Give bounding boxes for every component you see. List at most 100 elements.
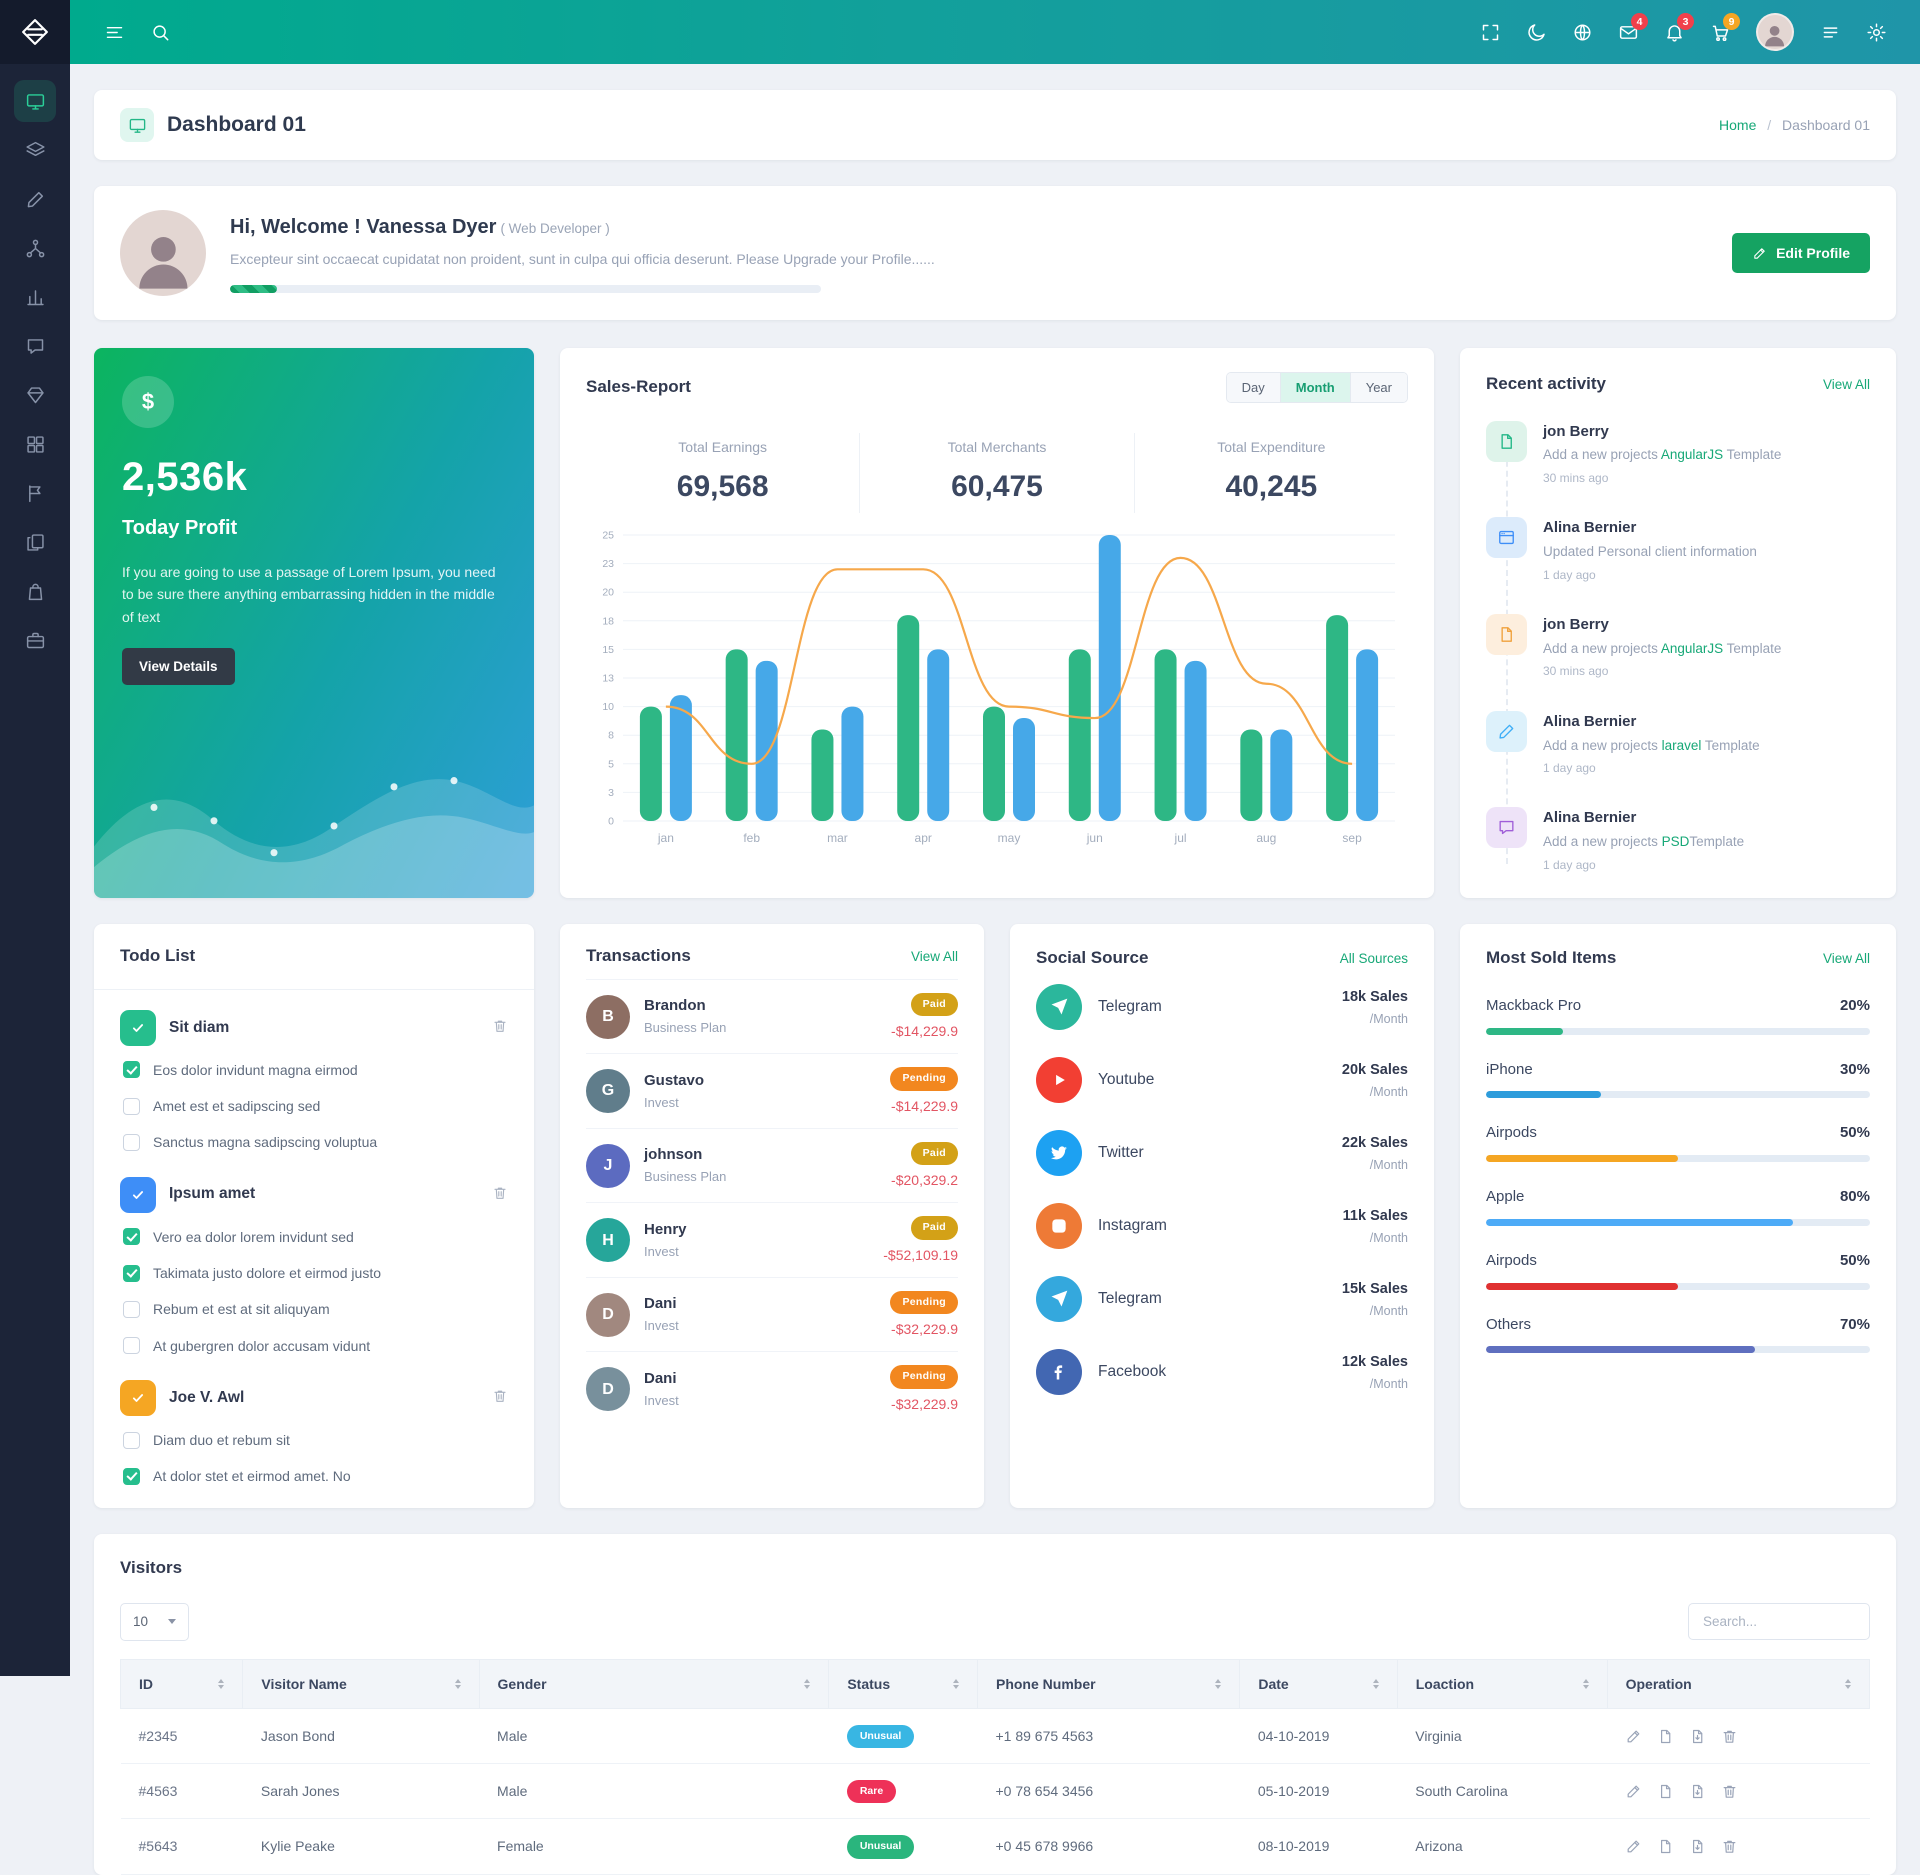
page-size-select[interactable]: 10 [120, 1603, 189, 1641]
sidebar-item[interactable] [14, 472, 56, 514]
table-column-header[interactable]: Loaction [1397, 1659, 1607, 1708]
export-icon[interactable] [1689, 1783, 1706, 1800]
file-icon[interactable] [1657, 1783, 1674, 1800]
fullscreen-button[interactable] [1470, 12, 1510, 52]
moon-icon [1526, 22, 1547, 43]
todo-task: Vero ea dolor lorem invidunt sed [120, 1219, 508, 1255]
transaction-row: J johnson Business Plan Paid -$20,329.2 [586, 1128, 958, 1203]
delete-group-button[interactable] [492, 1388, 508, 1407]
sales-stat: Total Merchants 60,475 [859, 433, 1133, 513]
svg-text:20: 20 [602, 586, 614, 598]
sold-item: Others 70% [1486, 1314, 1870, 1354]
export-icon[interactable] [1689, 1728, 1706, 1745]
sold-item-bar-fill [1486, 1091, 1601, 1098]
logo-icon [20, 17, 50, 47]
table-column-header[interactable]: Gender [479, 1659, 829, 1708]
sidebar-item[interactable] [14, 521, 56, 563]
edit-icon[interactable] [1625, 1728, 1642, 1745]
sidebar-item[interactable] [14, 178, 56, 220]
table-column-header[interactable]: Date [1240, 1659, 1397, 1708]
edit-icon[interactable] [1625, 1783, 1642, 1800]
user-avatar[interactable] [1756, 13, 1794, 51]
transactions-view-all-link[interactable]: View All [911, 947, 958, 967]
sidebar-item[interactable] [14, 80, 56, 122]
social-network-icon [1036, 1057, 1082, 1103]
task-checkbox[interactable] [123, 1098, 140, 1115]
breadcrumb-home-link[interactable]: Home [1719, 117, 1756, 133]
todo-group-name: Ipsum amet [169, 1183, 479, 1205]
transaction-avatar: J [586, 1144, 630, 1188]
sort-icon [1373, 1679, 1379, 1690]
table-column-header[interactable]: Phone Number [977, 1659, 1239, 1708]
delete-group-button[interactable] [492, 1185, 508, 1204]
task-checkbox[interactable] [123, 1061, 140, 1078]
task-checkbox[interactable] [123, 1432, 140, 1449]
sidebar-item[interactable] [14, 227, 56, 269]
edit-icon[interactable] [1625, 1838, 1642, 1855]
most-sold-view-all-link[interactable]: View All [1823, 949, 1870, 969]
language-button[interactable] [1562, 12, 1602, 52]
trash-icon [492, 1018, 508, 1034]
table-search-input[interactable] [1688, 1603, 1870, 1640]
sidebar-item[interactable] [14, 423, 56, 465]
sold-item-percent: 50% [1840, 1122, 1870, 1144]
sidebar-item[interactable] [14, 374, 56, 416]
sidebar-item[interactable] [14, 129, 56, 171]
sidebar-item[interactable] [14, 276, 56, 318]
cart-button[interactable]: 9 [1700, 12, 1740, 52]
range-button[interactable]: Month [1280, 373, 1350, 402]
edit-profile-button[interactable]: Edit Profile [1732, 233, 1870, 273]
app-logo[interactable] [0, 0, 70, 64]
activity-view-all-link[interactable]: View All [1823, 375, 1870, 395]
table-column-header[interactable]: Operation [1607, 1659, 1869, 1708]
delete-icon[interactable] [1721, 1838, 1738, 1855]
sold-item-name: Apple [1486, 1186, 1524, 1208]
range-button[interactable]: Day [1227, 373, 1280, 402]
table-column-header[interactable]: ID [121, 1659, 243, 1708]
social-period: /Month [1342, 1083, 1408, 1101]
task-checkbox[interactable] [123, 1301, 140, 1318]
sidebar-item-icon [25, 238, 46, 259]
delete-group-button[interactable] [492, 1018, 508, 1037]
menu-toggle-button[interactable] [94, 12, 134, 52]
task-checkbox[interactable] [123, 1468, 140, 1485]
settings-button[interactable] [1856, 12, 1896, 52]
chevron-down-icon [168, 1619, 176, 1624]
delete-icon[interactable] [1721, 1728, 1738, 1745]
todo-task: Sanctus magna sadipscing voluptua [120, 1124, 508, 1160]
task-checkbox[interactable] [123, 1337, 140, 1354]
delete-icon[interactable] [1721, 1783, 1738, 1800]
table-column-header[interactable]: Visitor Name [243, 1659, 479, 1708]
notifications-button[interactable]: 3 [1654, 12, 1694, 52]
sidebar-item-icon [25, 581, 46, 602]
column-label: Date [1258, 1674, 1288, 1694]
sidebar-item[interactable] [14, 325, 56, 367]
export-icon[interactable] [1689, 1838, 1706, 1855]
table-column-header[interactable]: Status [829, 1659, 978, 1708]
all-sources-link[interactable]: All Sources [1340, 949, 1408, 969]
task-checkbox[interactable] [123, 1265, 140, 1282]
view-details-button[interactable]: View Details [122, 648, 235, 685]
todo-group-icon [120, 1380, 156, 1416]
activity-description: Add a new projects AngularJS Template [1543, 639, 1781, 659]
task-checkbox[interactable] [123, 1134, 140, 1151]
transactions-title: Transactions [586, 944, 691, 969]
preferences-button[interactable] [1810, 12, 1850, 52]
sidebar-item[interactable] [14, 570, 56, 612]
range-button[interactable]: Year [1350, 373, 1407, 402]
social-period: /Month [1342, 1302, 1408, 1320]
todo-task: Rebum et est at sit aliquyam [120, 1291, 508, 1327]
task-checkbox[interactable] [123, 1228, 140, 1245]
transaction-name: Dani [644, 1368, 679, 1390]
messages-button[interactable]: 4 [1608, 12, 1648, 52]
recent-activity-title: Recent activity [1486, 372, 1606, 397]
search-button[interactable] [140, 12, 180, 52]
file-icon[interactable] [1657, 1838, 1674, 1855]
dark-mode-button[interactable] [1516, 12, 1556, 52]
sidebar-item[interactable] [14, 619, 56, 661]
sold-item-bar [1486, 1028, 1870, 1035]
person-icon [1761, 22, 1788, 49]
transaction-avatar: B [586, 995, 630, 1039]
activity-item: Alina Bernier Updated Personal client in… [1486, 517, 1870, 584]
file-icon[interactable] [1657, 1728, 1674, 1745]
